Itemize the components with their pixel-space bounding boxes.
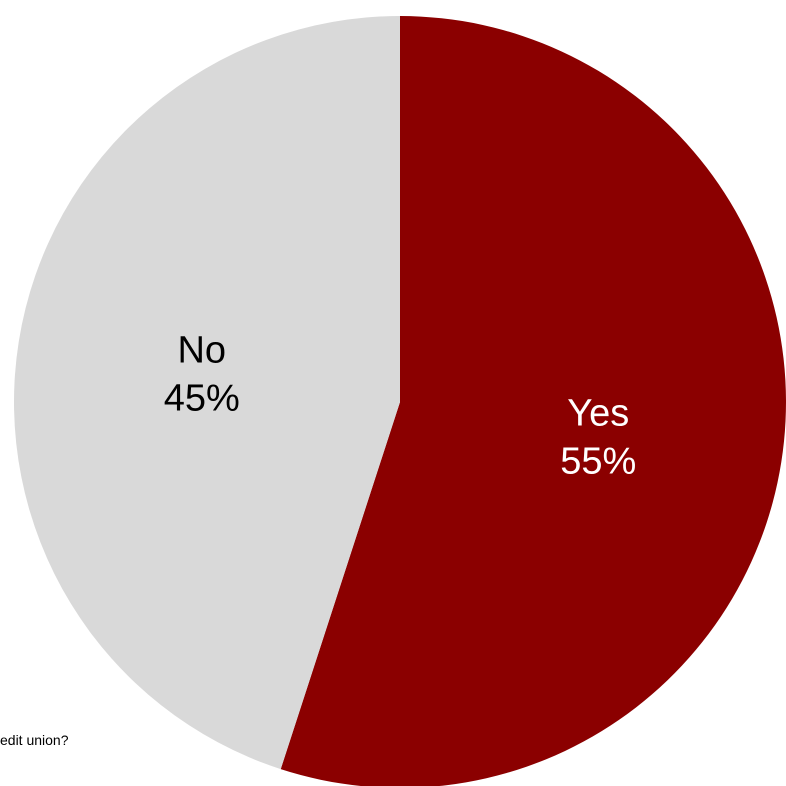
footnote-text: edit union? [0, 732, 69, 748]
slice-category-label: Yes [567, 392, 629, 434]
slice-label-no: No 45% [164, 330, 240, 420]
pie-slice-no [14, 16, 401, 770]
slice-category-label: No [177, 330, 226, 372]
slice-label-yes: Yes 55% [560, 392, 636, 482]
slice-percent-label: 45% [164, 378, 240, 420]
pie-slice-yes [280, 16, 786, 786]
slice-percent-label: 55% [560, 440, 636, 482]
